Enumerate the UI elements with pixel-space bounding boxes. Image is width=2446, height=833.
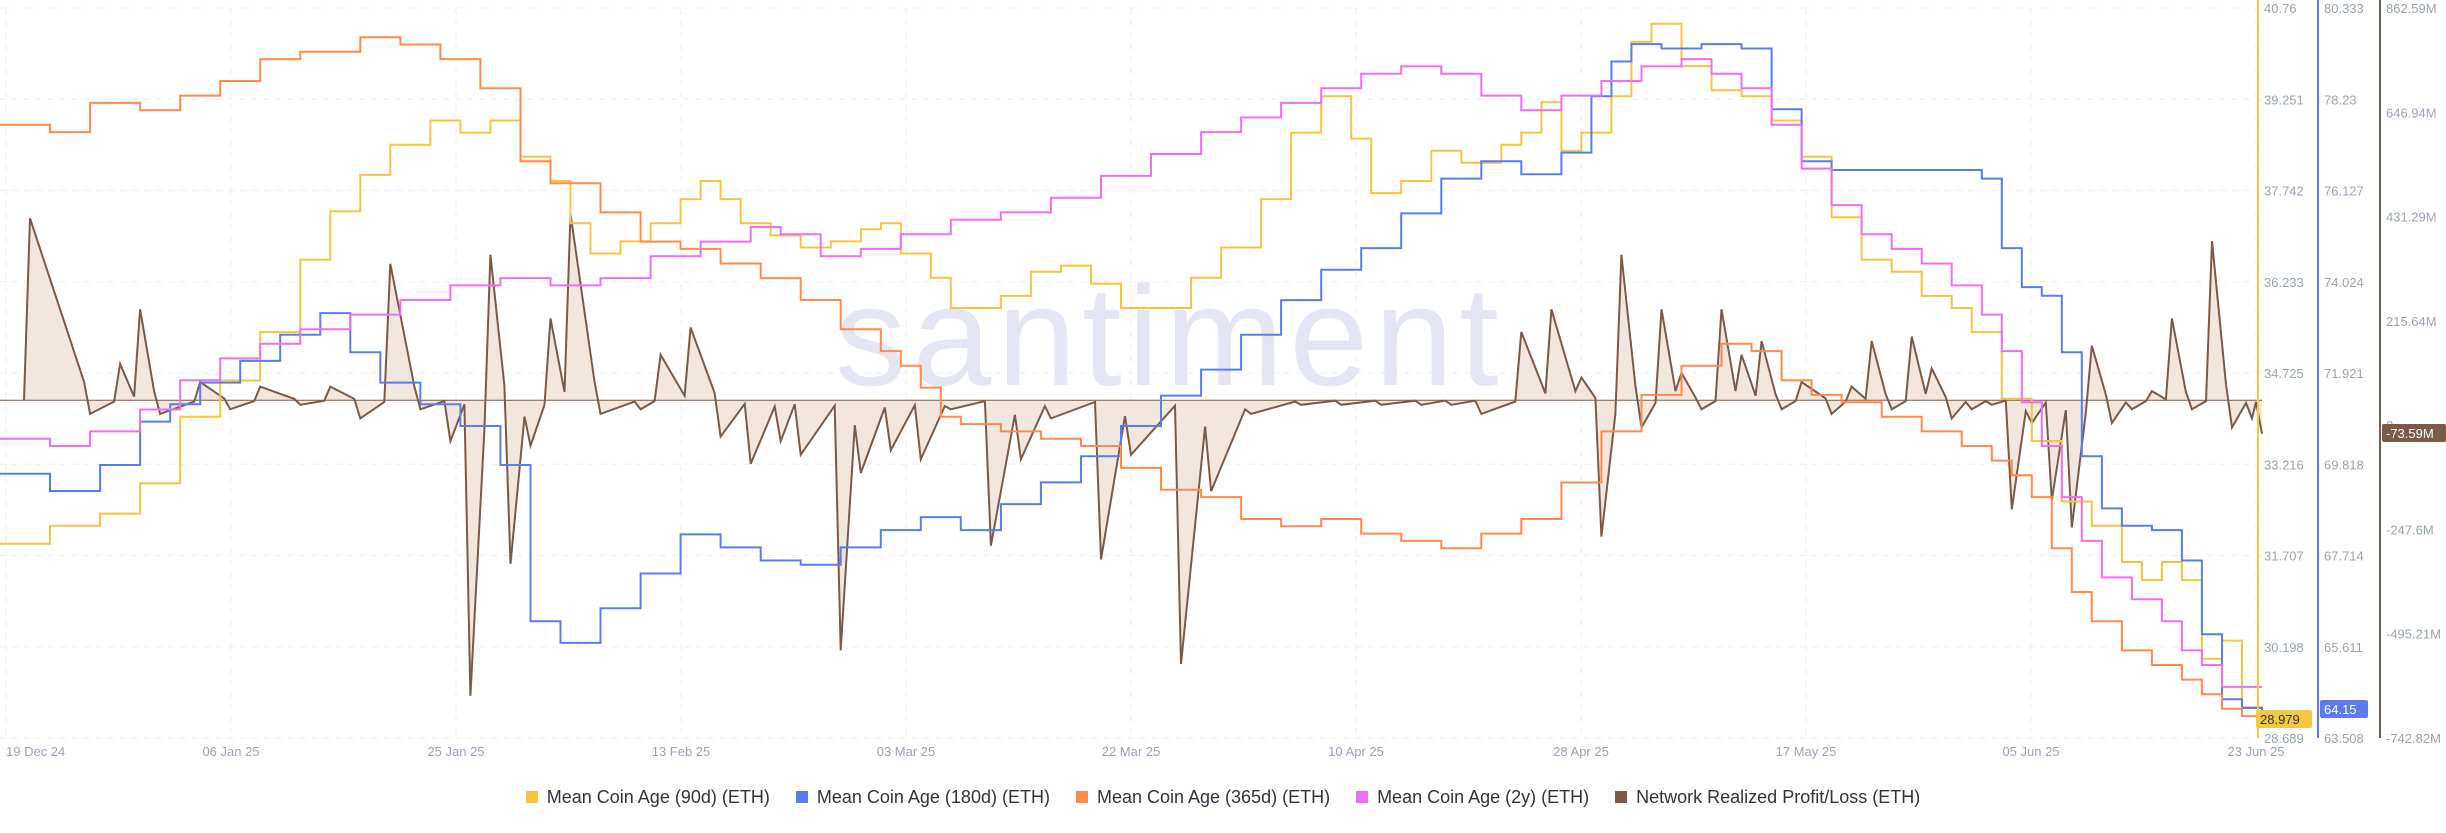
x-tick-label: 28 Apr 25 bbox=[1553, 744, 1609, 759]
axisPL-tick-label: 646.94M bbox=[2386, 105, 2437, 120]
badge-pl-text: -73.59M bbox=[2386, 426, 2434, 441]
x-tick-label: 03 Mar 25 bbox=[877, 744, 936, 759]
x-tick-label: 25 Jan 25 bbox=[427, 744, 484, 759]
legend-label: Network Realized Profit/Loss (ETH) bbox=[1636, 786, 1921, 807]
legend-item-pl[interactable]: Network Realized Profit/Loss (ETH) bbox=[1615, 787, 1920, 808]
legend-item-age2y[interactable]: Mean Coin Age (2y) (ETH) bbox=[1356, 787, 1589, 808]
badge-90d: 28.979 bbox=[2256, 710, 2312, 728]
x-tick-label: 06 Jan 25 bbox=[202, 744, 259, 759]
axis180-tick-label: 78.23 bbox=[2324, 92, 2357, 107]
watermark: santiment bbox=[835, 257, 1505, 416]
legend-label: Mean Coin Age (365d) (ETH) bbox=[1096, 786, 1331, 807]
axis90-tick-label: 34.725 bbox=[2264, 366, 2304, 381]
axis90-tick-label: 31.707 bbox=[2264, 549, 2304, 564]
axis180-tick-label: 76.127 bbox=[2324, 184, 2364, 199]
grid bbox=[0, 7, 2262, 739]
legend-swatch bbox=[1356, 791, 1369, 803]
axis90-tick-label: 30.198 bbox=[2264, 640, 2304, 655]
pl-line bbox=[23, 213, 2263, 696]
axis90-tick-label: 40.76 bbox=[2264, 1, 2297, 16]
axisPL-tick-label: 431.29M bbox=[2386, 210, 2437, 225]
x-tick-label: 17 May 25 bbox=[1776, 744, 1837, 759]
x-tick-label: 10 Apr 25 bbox=[1328, 744, 1384, 759]
axis180-tick-label: 71.921 bbox=[2324, 366, 2364, 381]
x-tick-label: 23 Jun 25 bbox=[2227, 744, 2284, 759]
x-tick-label: 22 Mar 25 bbox=[1102, 744, 1161, 759]
axisPL-tick-label: 862.59M bbox=[2386, 1, 2437, 16]
badge-90d-text: 28.979 bbox=[2260, 712, 2300, 727]
axisPL-tick-label: -247.6M bbox=[2386, 522, 2434, 537]
axis90-tick-label: 39.251 bbox=[2264, 92, 2304, 107]
axisPL-tick-label: -495.21M bbox=[2386, 627, 2441, 642]
legend-item-age90[interactable]: Mean Coin Age (90d) (ETH) bbox=[525, 786, 770, 808]
axisPL-tick-label: -742.82M bbox=[2386, 731, 2441, 746]
legend: Mean Coin Age (90d) (ETH) Mean Coin Age (… bbox=[0, 782, 2446, 812]
axis180-tick-label: 65.611 bbox=[2324, 640, 2363, 655]
x-tick-label: 19 Dec 24 bbox=[6, 744, 65, 759]
axis90-tick-label: 28.689 bbox=[2264, 731, 2304, 746]
badge-pl-bg bbox=[2382, 424, 2446, 442]
axis180-tick-label: 67.714 bbox=[2324, 549, 2364, 564]
legend-label: Mean Coin Age (2y) (ETH) bbox=[1377, 786, 1590, 807]
legend-swatch bbox=[1075, 791, 1088, 803]
legend-label: Mean Coin Age (180d) (ETH) bbox=[816, 786, 1050, 807]
series-age90 bbox=[0, 22, 2263, 721]
axes-layer: 40.76 39.251 37.742 36.233 34.725 33.216 31.70… bbox=[6, 0, 2446, 759]
axis90-tick-label: 37.742 bbox=[2264, 184, 2304, 199]
legend-label: Mean Coin Age (90d) (ETH) bbox=[546, 786, 770, 807]
axis180-tick-label: 69.818 bbox=[2324, 457, 2364, 472]
legend-swatch bbox=[1615, 791, 1628, 803]
axis180-tick-label: 80.333 bbox=[2324, 1, 2364, 16]
badge-180d-text: 64.15 bbox=[2324, 702, 2357, 717]
legend-swatch bbox=[795, 791, 808, 803]
axis180-tick-label: 63.508 bbox=[2324, 731, 2364, 746]
axis90-tick-label: 36.233 bbox=[2264, 275, 2304, 290]
badge-180d-bg bbox=[2320, 700, 2368, 718]
series-age2y bbox=[0, 58, 2262, 688]
badge-90d-bg bbox=[2256, 710, 2312, 728]
x-tick-label: 05 Jun 25 bbox=[2002, 744, 2059, 759]
legend-swatch bbox=[525, 791, 538, 803]
x-tick-label: 13 Feb 25 bbox=[652, 744, 711, 759]
series-layer bbox=[0, 22, 2263, 721]
series-age180 bbox=[0, 43, 2263, 711]
series-age365 bbox=[0, 36, 2262, 718]
axis90-tick-label: 33.216 bbox=[2264, 457, 2304, 472]
legend-item-age180[interactable]: Mean Coin Age (180d) (ETH) bbox=[795, 786, 1050, 808]
axis180-tick-label: 74.024 bbox=[2324, 275, 2364, 290]
axisPL-tick-label: 215.64M bbox=[2386, 314, 2437, 329]
badge-180d: 64.15 bbox=[2320, 700, 2368, 718]
badge-pl: -73.59M bbox=[2382, 424, 2446, 442]
legend-item-age365[interactable]: Mean Coin Age (365d) (ETH) bbox=[1075, 786, 1331, 808]
